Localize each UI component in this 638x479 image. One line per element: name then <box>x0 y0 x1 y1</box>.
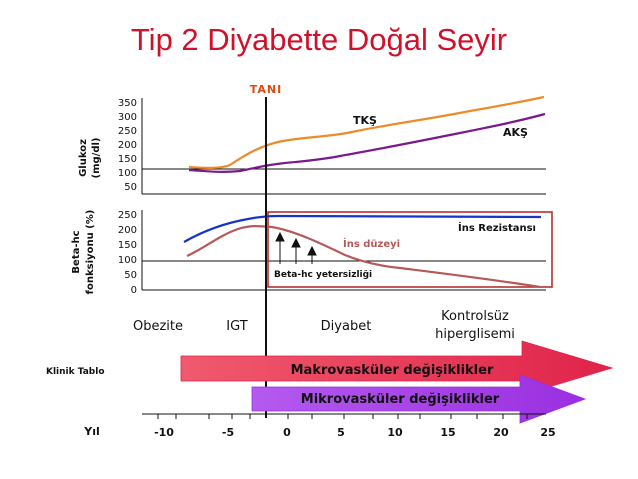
year-tick: -5 <box>222 426 234 439</box>
insulin-resistance-curve <box>183 214 542 243</box>
beta-ylabel-line1: Beta-hc <box>71 230 82 273</box>
stage-uncontrolled-line2: hiperglisemi <box>435 327 515 342</box>
glucose-tick: 350 <box>118 98 137 109</box>
macrovascular-label: Makrovasküler değişiklikler <box>291 363 494 378</box>
year-axis: Yıl -10 -5 0 5 10 15 20 25 <box>83 413 556 439</box>
insulin-level-curve <box>186 225 541 289</box>
year-axis-ticks: -10 -5 0 5 10 15 20 25 <box>154 426 556 439</box>
glucose-tick: 50 <box>124 182 137 193</box>
glucose-tick: 200 <box>118 140 137 151</box>
beta-tick: 50 <box>124 270 137 281</box>
beta-y-ticks: 250 200 150 100 50 0 <box>118 210 137 296</box>
aks-curve <box>188 112 546 173</box>
stage-labels: Obezite IGT Diyabet Kontrolsüz hiperglis… <box>133 309 515 342</box>
beta-tick: 0 <box>131 285 137 296</box>
beta-tick: 150 <box>118 240 137 251</box>
clinical-label: Klinik Tablo <box>46 367 105 377</box>
beta-tick: 200 <box>118 225 137 236</box>
year-tick: -10 <box>154 426 174 439</box>
page-title: Tip 2 Diyabette Doğal Seyir <box>131 22 507 57</box>
tks-label: TKŞ <box>353 114 377 127</box>
tks-curve <box>188 95 545 169</box>
macrovascular-arrow <box>180 340 614 396</box>
year-tick: 20 <box>493 426 509 439</box>
diagnosis-label: TANI <box>250 83 282 96</box>
microvascular-label: Mikrovasküler değişiklikler <box>301 392 500 407</box>
beta-failure-arrows <box>275 231 317 264</box>
year-axis-label: Yıl <box>83 425 100 438</box>
glucose-tick: 250 <box>118 126 137 137</box>
insulin-resistance-label: İns Rezistansı <box>458 220 536 234</box>
arrow-up-icon <box>275 231 285 242</box>
year-axis-tick-marks <box>157 414 528 419</box>
beta-cell-panel: Beta-hc fonksiyonu (%) 250 200 150 100 5… <box>71 210 553 296</box>
year-tick: 10 <box>387 426 403 439</box>
aks-label: AKŞ <box>503 126 528 139</box>
stage-diabetes: Diyabet <box>321 319 372 334</box>
beta-failure-label: Beta-hc yetersizliği <box>274 270 372 280</box>
glucose-tick: 300 <box>118 112 137 123</box>
stage-igt: IGT <box>226 319 247 334</box>
year-tick: 0 <box>283 426 291 439</box>
beta-ylabel-line2: fonksiyonu (%) <box>85 210 96 295</box>
stage-obese: Obezite <box>133 319 183 334</box>
year-tick: 25 <box>540 426 555 439</box>
glucose-ylabel-line2: (mg/dl) <box>91 138 102 179</box>
insulin-resistance-box <box>267 211 553 288</box>
arrow-up-icon <box>291 237 301 248</box>
microvascular-arrow <box>251 374 587 424</box>
stage-uncontrolled-line1: Kontrolsüz <box>441 309 509 324</box>
year-tick: 5 <box>337 426 345 439</box>
glucose-panel: Glukoz (mg/dl) 350 300 250 200 150 100 5… <box>78 95 546 195</box>
beta-tick: 100 <box>118 255 137 266</box>
insulin-level-label: İns düzeyi <box>343 236 400 250</box>
glucose-y-ticks: 350 300 250 200 150 100 50 <box>118 98 137 193</box>
glucose-tick: 100 <box>118 168 137 179</box>
arrow-up-icon <box>307 245 317 256</box>
beta-tick: 250 <box>118 210 137 221</box>
glucose-ylabel-line1: Glukoz <box>78 139 89 177</box>
glucose-tick: 150 <box>118 154 137 165</box>
year-tick: 15 <box>440 426 455 439</box>
